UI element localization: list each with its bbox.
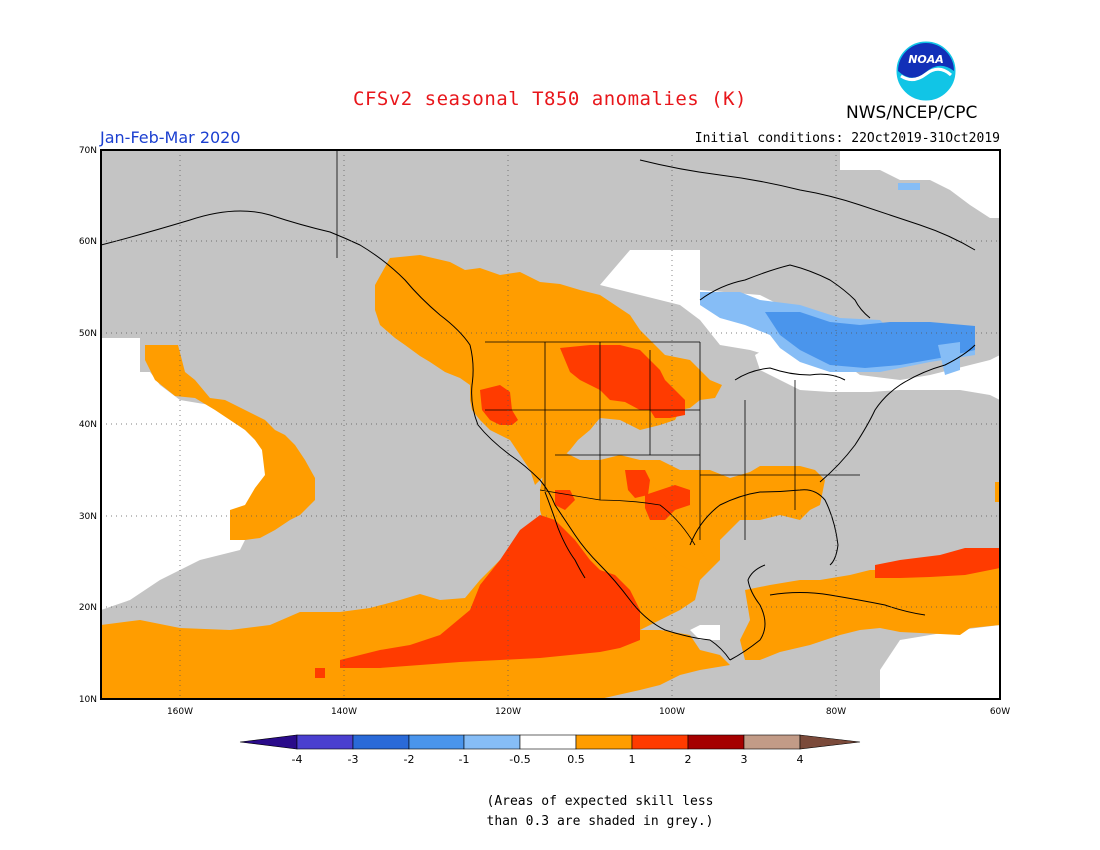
noaa-logo: NOAA [895, 40, 957, 102]
colorbar-swatch [743, 734, 801, 750]
colorbar-label: -4 [292, 753, 303, 766]
lat-label: 50N [79, 329, 97, 339]
forecast-period: Jan-Feb-Mar 2020 [100, 128, 241, 147]
cool-anomaly-areas [700, 183, 975, 375]
colorbar-label: -2 [404, 753, 415, 766]
colorbar-swatch [631, 734, 689, 750]
skill-note-line: than 0.3 are shaded in grey.) [486, 814, 714, 829]
lon-label: 80W [826, 707, 846, 717]
initial-conditions: Initial conditions: 22Oct2019-31Oct2019 [694, 131, 1000, 146]
noaa-logo-icon: NOAA [895, 40, 957, 102]
lat-labels: 70N 60N 50N 40N 30N 20N 10N [79, 146, 97, 705]
colorbar-swatch [296, 734, 354, 750]
colorbar-swatch [575, 734, 633, 750]
colorbar-labels: -4 -3 -2 -1 -0.5 0.5 1 2 3 4 [292, 753, 804, 766]
skill-note-line: (Areas of expected skill less [486, 794, 714, 809]
coastlines [101, 159, 976, 661]
noaa-logo-text: NOAA [908, 53, 944, 66]
lat-label: 60N [79, 237, 97, 247]
colorbar-swatch [352, 734, 410, 750]
colorbar-label: 4 [797, 753, 804, 766]
borders [336, 150, 860, 546]
lon-label: 100W [659, 707, 685, 717]
colorbar-swatch [463, 734, 521, 750]
colorbar-swatch [519, 734, 577, 750]
colorbar-label: 0.5 [567, 753, 585, 766]
colorbar-label: -3 [348, 753, 359, 766]
colorbar-label: 1 [629, 753, 636, 766]
lat-label: 10N [79, 695, 97, 705]
lon-labels: 160W 140W 120W 100W 80W 60W [167, 707, 1010, 717]
lat-label: 70N [79, 146, 97, 156]
map-frame [100, 149, 1001, 700]
colorbar-label: 3 [741, 753, 748, 766]
colorbar-swatch [408, 734, 465, 750]
lon-label: 140W [331, 707, 357, 717]
lat-label: 40N [79, 420, 97, 430]
lat-label: 20N [79, 603, 97, 613]
colorbar-label: 2 [685, 753, 692, 766]
colorbar-label: -1 [459, 753, 470, 766]
map-field [101, 150, 1000, 699]
lat-label: 30N [79, 512, 97, 522]
colorbar-swatch [687, 734, 745, 750]
chart-title: CFSv2 seasonal T850 anomalies (K) [353, 88, 747, 110]
strong-warm-anomaly-areas [315, 345, 1000, 678]
colorbar-label: -0.5 [509, 753, 530, 766]
colorbar [239, 734, 861, 750]
colorbar-swatch-lt-4 [239, 734, 298, 750]
skill-note: (Areas of expected skill less than 0.3 a… [430, 792, 770, 832]
lon-label: 160W [167, 707, 193, 717]
colorbar-swatch-gt-4 [799, 734, 861, 750]
lon-label: 120W [495, 707, 521, 717]
lon-label: 60W [990, 707, 1010, 717]
agency-label: NWS/NCEP/CPC [846, 103, 978, 123]
